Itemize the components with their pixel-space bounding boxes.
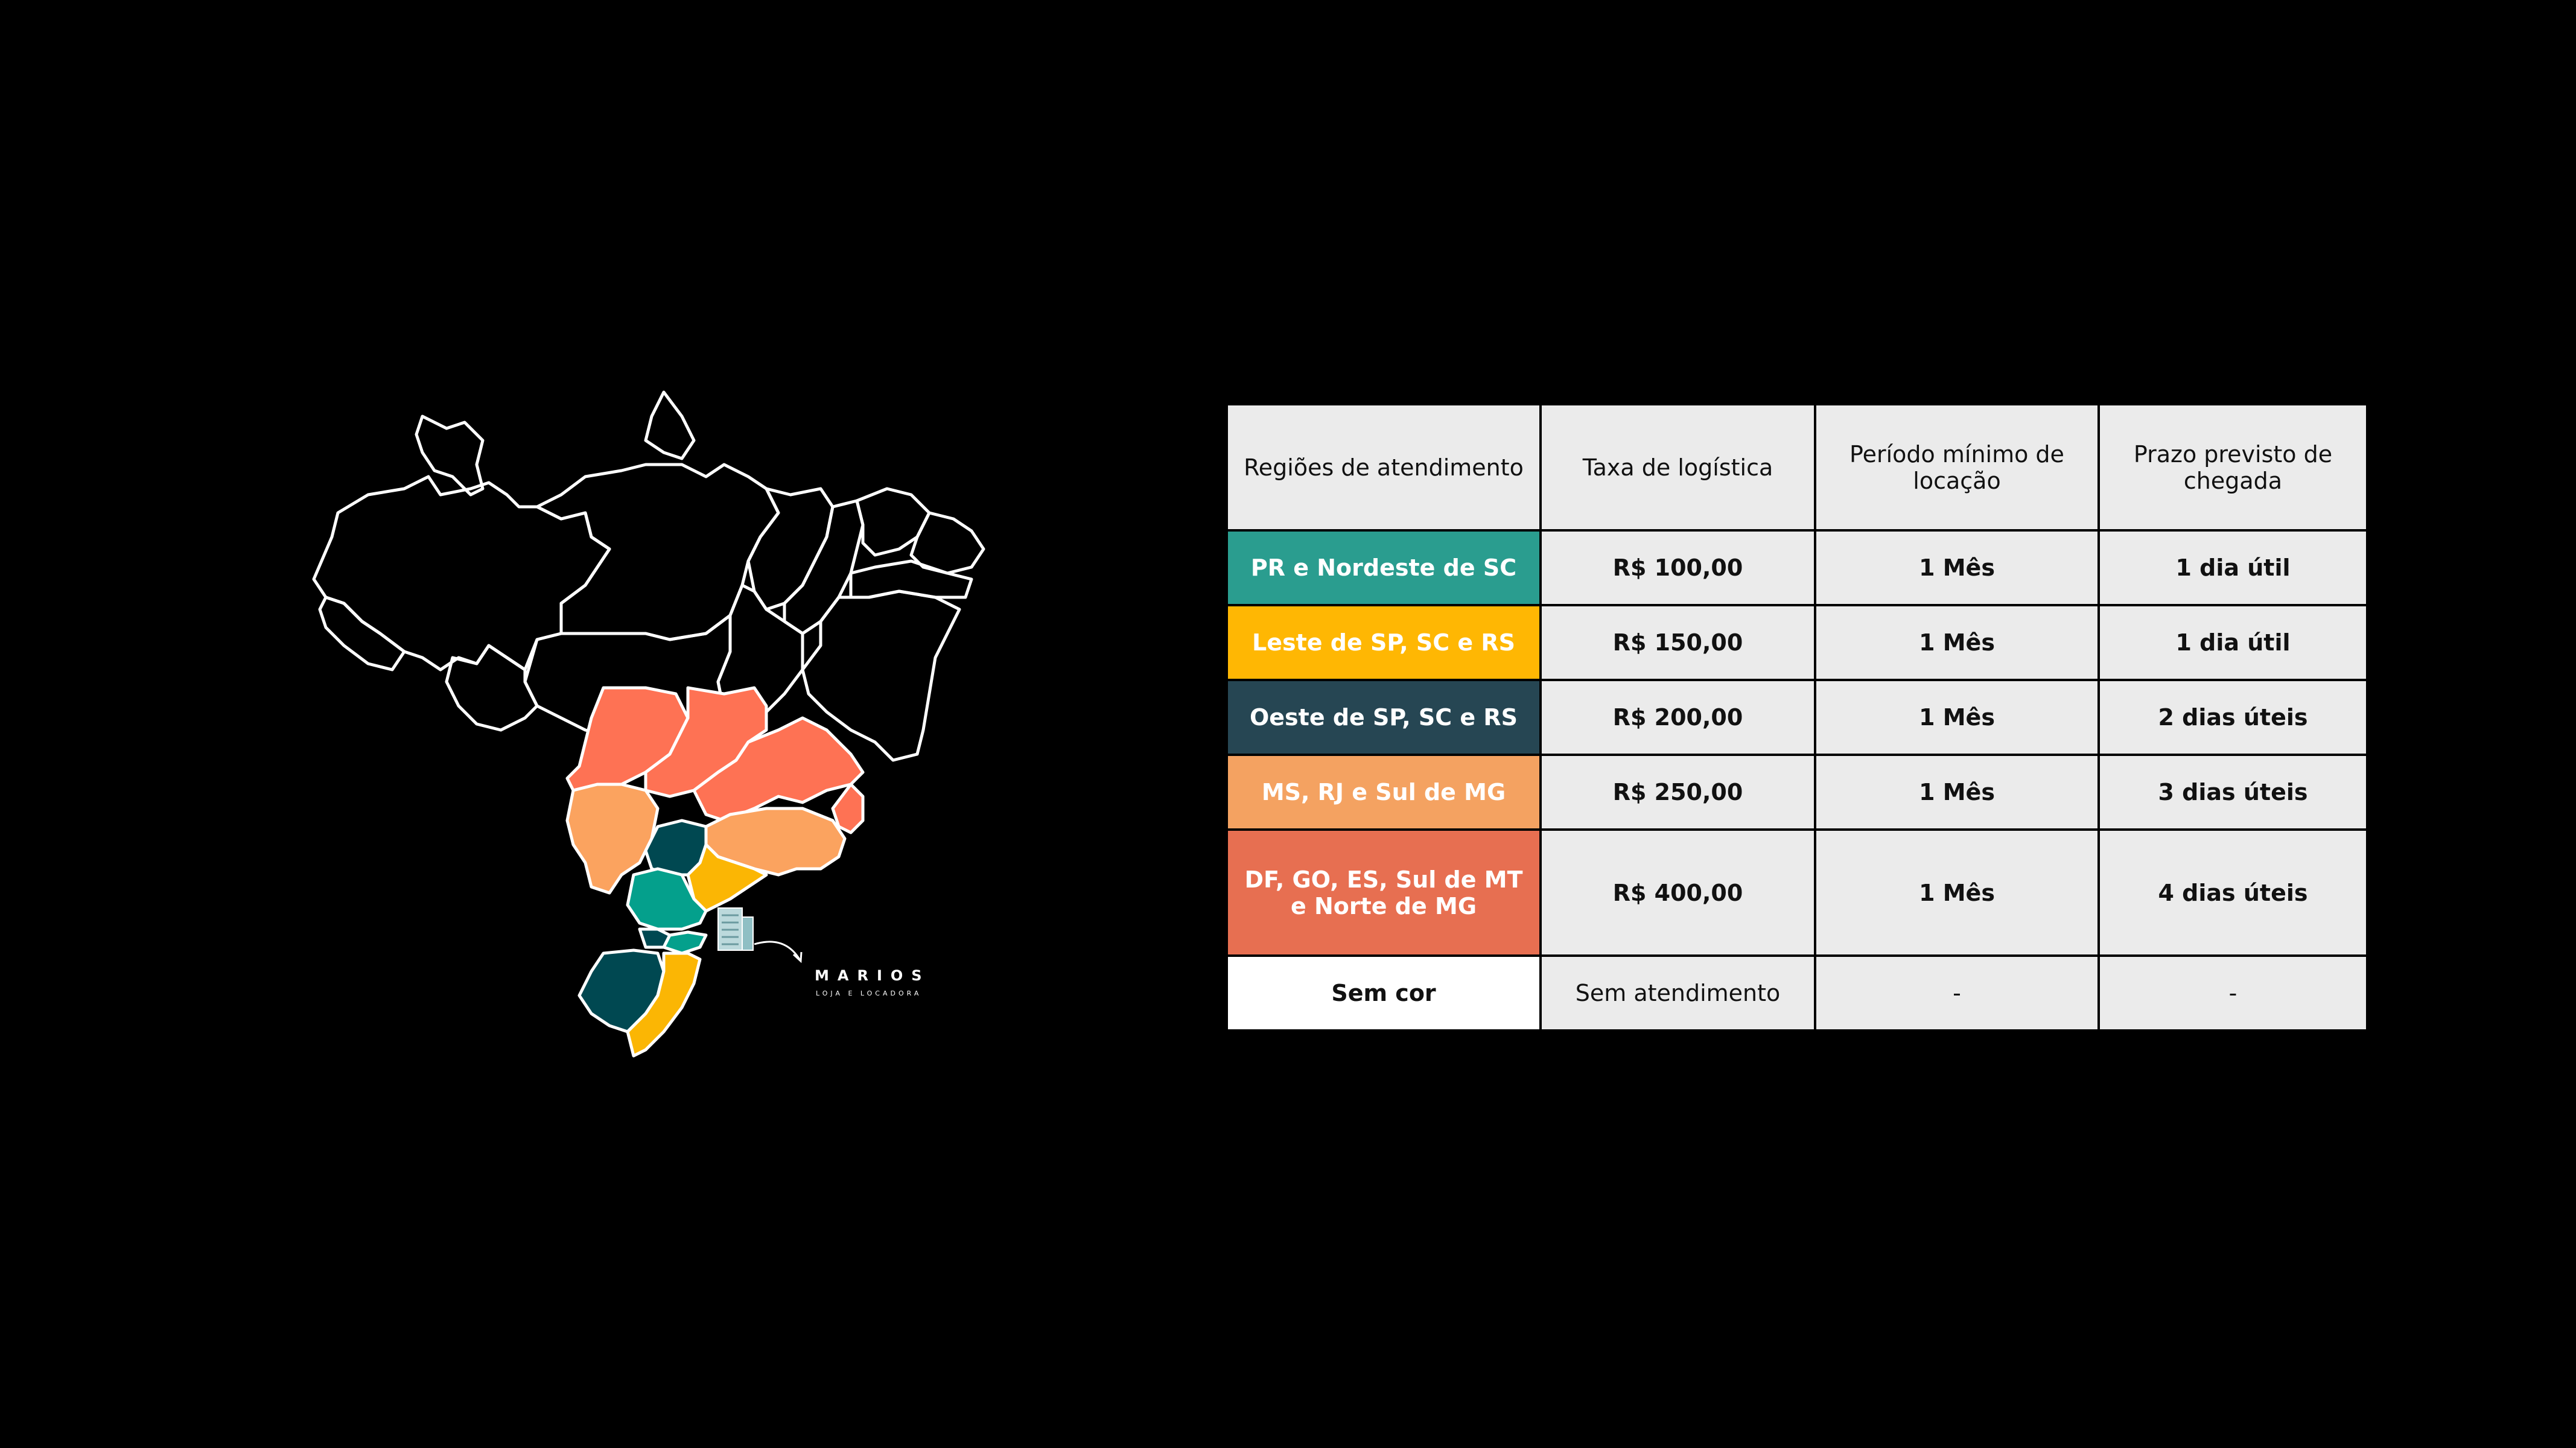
region-tier2-sp-east — [686, 843, 768, 913]
min-period-cell: 1 Mês — [1814, 828, 2100, 957]
region-cell: DF, GO, ES, Sul de MT e Norte de MG — [1226, 828, 1542, 957]
table-row: Oeste de SP, SC e RS R$ 200,00 1 Mês 2 d… — [1226, 679, 2368, 756]
min-period-cell: 1 Mês — [1814, 529, 2100, 606]
state-outline-ne-small — [909, 511, 985, 575]
table-row: MS, RJ e Sul de MG R$ 250,00 1 Mês 3 dia… — [1226, 754, 2368, 831]
eta-cell: 4 dias úteis — [2097, 828, 2368, 957]
state-outline-acre — [318, 595, 406, 672]
region-tier1-sc-ne — [662, 930, 708, 955]
fee-cell: R$ 150,00 — [1539, 604, 1816, 681]
region-cell: Oeste de SP, SC e RS — [1226, 679, 1542, 756]
table-row: DF, GO, ES, Sul de MT e Norte de MG R$ 4… — [1226, 828, 2368, 957]
building-icon — [717, 907, 754, 951]
region-cell: Leste de SP, SC e RS — [1226, 604, 1542, 681]
min-period-cell: 1 Mês — [1814, 604, 2100, 681]
table-row: Sem cor Sem atendimento - - — [1226, 954, 2368, 1032]
region-cell: MS, RJ e Sul de MG — [1226, 754, 1542, 831]
min-period-cell: 1 Mês — [1814, 679, 2100, 756]
eta-cell: 3 dias úteis — [2097, 754, 2368, 831]
header-min-period: Período mínimo de locação — [1814, 403, 2100, 532]
table-row: PR e Nordeste de SC R$ 100,00 1 Mês 1 di… — [1226, 529, 2368, 606]
eta-cell: 1 dia útil — [2097, 604, 2368, 681]
eta-cell: 2 dias úteis — [2097, 679, 2368, 756]
table-header-row: Regiões de atendimento Taxa de logística… — [1226, 403, 2368, 532]
header-fee: Taxa de logística — [1539, 403, 1816, 532]
pricing-table: Regiões de atendimento Taxa de logística… — [1226, 403, 2368, 1032]
fee-cell: R$ 100,00 — [1539, 529, 1816, 606]
region-tier5-mg-north — [692, 716, 865, 822]
state-outline-amapa — [644, 390, 696, 460]
fee-cell: Sem atendimento — [1539, 954, 1816, 1032]
region-tier5-es — [831, 783, 865, 834]
fee-cell: R$ 200,00 — [1539, 679, 1816, 756]
map-state-outlines — [312, 390, 985, 762]
brand-subtitle: LOJA E LOCADORA — [816, 989, 921, 997]
eta-cell: 1 dia útil — [2097, 529, 2368, 606]
table-row: Leste de SP, SC e RS R$ 150,00 1 Mês 1 d… — [1226, 604, 2368, 681]
fee-cell: R$ 250,00 — [1539, 754, 1816, 831]
brand-name: MARIOS — [815, 967, 930, 984]
region-tier4-ms — [565, 783, 660, 895]
pricing-table-container: Regiões de atendimento Taxa de logística… — [1226, 403, 2368, 1032]
state-outline-roraima — [415, 414, 485, 497]
region-cell: Sem cor — [1226, 954, 1542, 1032]
header-eta: Prazo previsto de chegada — [2097, 403, 2368, 532]
state-outline-piaui — [783, 499, 865, 635]
region-tier2-rs-east — [626, 951, 702, 1058]
state-outline-amazonas — [312, 475, 611, 672]
arrow-head — [792, 951, 803, 964]
fee-cell: R$ 400,00 — [1539, 828, 1816, 957]
state-outline-ceara — [855, 487, 931, 557]
eta-cell: - — [2097, 954, 2368, 1032]
brazil-map: MARIOS LOJA E LOCADORA — [223, 296, 1068, 1152]
min-period-cell: 1 Mês — [1814, 754, 2100, 831]
min-period-cell: - — [1814, 954, 2100, 1032]
region-tier1-pr — [626, 867, 708, 931]
region-cell: PR e Nordeste de SC — [1226, 529, 1542, 606]
state-outline-rondonia — [445, 644, 539, 732]
served-regions — [565, 686, 865, 1058]
curved-arrow-icon — [754, 941, 801, 960]
header-regions: Regiões de atendimento — [1226, 403, 1542, 532]
state-outline-para — [535, 463, 780, 641]
